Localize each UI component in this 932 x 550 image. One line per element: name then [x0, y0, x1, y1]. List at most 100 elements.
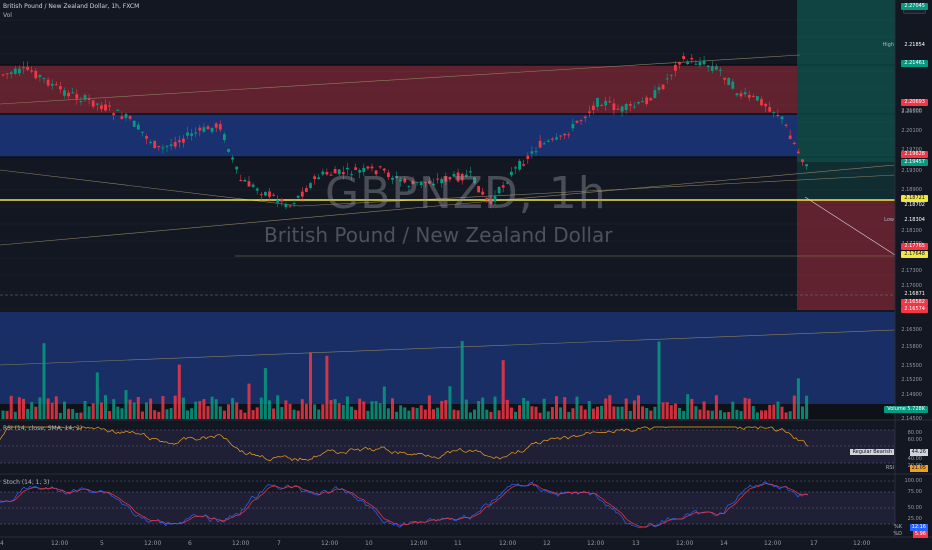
volume-bar	[600, 405, 604, 419]
candle-body	[313, 176, 316, 180]
volume-bar	[464, 399, 468, 419]
candle-body	[1, 74, 5, 76]
candle-body	[694, 63, 698, 65]
volume-bar	[391, 398, 394, 419]
candle-body	[448, 176, 452, 180]
candle-body	[501, 185, 505, 188]
volume-bar	[473, 409, 476, 419]
watermark-description: British Pound / New Zealand Dollar	[264, 223, 613, 247]
candle-body	[280, 198, 284, 202]
candle-body	[182, 138, 185, 143]
candle-body	[788, 135, 792, 140]
candle-body	[436, 178, 439, 180]
volume-bar	[58, 412, 62, 419]
candle-body	[678, 62, 681, 65]
time-axis-label: 12:00	[410, 540, 428, 547]
candle-body	[477, 186, 480, 193]
volume-bar	[9, 395, 13, 419]
time-axis-label: 12:00	[764, 540, 782, 547]
candle-body	[653, 90, 657, 99]
price-tag: 2.16574	[901, 306, 928, 313]
rsi-axis-label: 80.00	[907, 430, 922, 436]
volume-bar	[448, 386, 452, 419]
volume-bar	[337, 403, 341, 419]
volume-bar	[612, 406, 616, 419]
rsi-axis-label: 60.00	[907, 437, 922, 443]
volume-bar	[227, 404, 230, 419]
volume-bar	[272, 408, 276, 419]
volume-bar	[686, 394, 690, 419]
rsi-line	[0, 426, 809, 462]
volume-bar	[432, 409, 435, 419]
volume-bar	[641, 406, 645, 419]
volume-bar	[452, 409, 456, 419]
candle-body	[91, 100, 95, 107]
candle-body	[469, 171, 472, 173]
volume-bar	[194, 401, 198, 419]
candle-body	[505, 182, 509, 184]
stoch-title: Stoch (14, 1, 3)	[3, 479, 50, 486]
volume-bar	[440, 401, 444, 419]
time-axis-label: 14	[720, 540, 728, 547]
candle-body	[497, 186, 501, 194]
candle-body	[444, 176, 448, 182]
price-tag: 2.19457	[901, 159, 928, 166]
candle-body	[243, 179, 247, 182]
candle-body	[206, 126, 210, 130]
volume-bar	[251, 410, 255, 419]
candle-body	[669, 74, 673, 76]
candle-body	[452, 173, 456, 177]
candle-body	[194, 132, 198, 134]
candle-body	[665, 78, 669, 80]
candle-body	[616, 108, 620, 110]
price-tag: 2.21461	[901, 60, 928, 67]
candle-body	[571, 123, 575, 129]
price-tag: 2.18304	[901, 217, 928, 224]
volume-bar	[796, 378, 800, 419]
candle-body	[715, 66, 718, 70]
candle-body	[555, 137, 558, 140]
candle-body	[604, 100, 608, 106]
volume-bar	[239, 409, 243, 419]
candle-body	[428, 181, 431, 184]
volume-bar	[350, 406, 353, 419]
volume-bar	[481, 397, 485, 419]
candle-body	[456, 172, 460, 182]
target-box	[797, 0, 895, 162]
volume-bar	[313, 404, 317, 419]
candle-body	[13, 68, 17, 74]
candle-body	[161, 147, 165, 149]
time-axis-label: 12:00	[853, 540, 871, 547]
rsi-value-label: RSI	[885, 465, 894, 471]
candle-body	[768, 107, 772, 112]
volume-bar	[263, 368, 267, 419]
volume-bar	[436, 407, 440, 419]
candle-body	[329, 174, 333, 176]
candle-body	[120, 116, 124, 119]
volume-bar	[579, 405, 583, 419]
candle-body	[387, 172, 390, 178]
volume-bar	[309, 352, 312, 419]
volume-bar	[772, 404, 776, 419]
candle-body	[489, 199, 493, 205]
trend-line	[299, 174, 896, 207]
volume-bar	[514, 411, 517, 419]
volume-bar	[673, 403, 677, 419]
target-box-inner	[797, 162, 895, 200]
volume-bar	[378, 403, 382, 419]
candle-body	[132, 120, 136, 127]
candle-body	[460, 173, 464, 181]
candle-body	[157, 145, 161, 148]
candle-body	[128, 116, 132, 119]
volume-bar	[382, 386, 386, 419]
candle-body	[776, 115, 780, 117]
candle-body	[587, 111, 591, 113]
price-tag-prefix: High	[882, 42, 895, 48]
volume-bar	[50, 402, 54, 419]
volume-bar	[30, 402, 34, 419]
volume-bar	[214, 399, 218, 419]
candle-body	[538, 140, 542, 148]
volume-bar	[575, 396, 579, 419]
